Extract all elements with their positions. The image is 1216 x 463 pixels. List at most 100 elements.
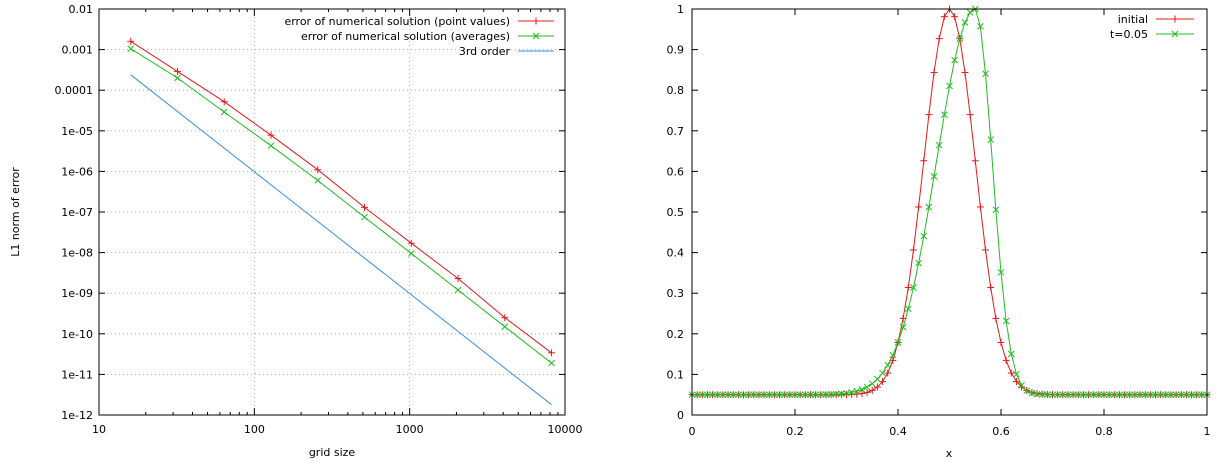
data-point	[1121, 391, 1128, 399]
data-point	[704, 391, 711, 399]
x-tick-label: 1000	[396, 423, 424, 436]
legend: error of numerical solution (point value…	[284, 15, 554, 58]
data-point	[966, 111, 974, 119]
data-point	[977, 22, 984, 30]
data-point	[961, 19, 969, 26]
data-point	[750, 391, 758, 399]
data-point	[930, 69, 938, 77]
data-point	[1116, 391, 1123, 399]
y-tick-label: 1e-08	[61, 247, 93, 260]
plot-frame	[98, 8, 566, 416]
legend-marker	[1171, 15, 1179, 23]
data-point	[910, 284, 917, 291]
data-point	[987, 136, 995, 143]
data-point	[987, 283, 995, 291]
series-line-2	[692, 8, 1207, 396]
data-point	[940, 13, 948, 21]
y-tick-label: 0.8	[667, 84, 685, 97]
series-layer	[688, 5, 1211, 399]
data-point	[1028, 389, 1036, 397]
legend: initial t=0.05	[1110, 13, 1194, 41]
data-point	[956, 35, 964, 43]
data-point	[1059, 391, 1067, 399]
data-point	[454, 275, 462, 283]
data-point	[946, 82, 953, 90]
y-tick-label: 0.01	[69, 3, 94, 16]
data-point	[1146, 391, 1154, 399]
chart-gridlines	[99, 9, 565, 415]
data-point	[925, 111, 933, 119]
legend-label: t=0.05	[1110, 28, 1148, 41]
data-point	[915, 203, 923, 211]
data-point	[1012, 378, 1020, 386]
data-point	[832, 390, 840, 398]
data-point	[971, 157, 979, 165]
data-point	[817, 391, 825, 398]
data-point	[1049, 391, 1056, 399]
data-point	[904, 283, 912, 291]
data-point	[698, 391, 706, 399]
data-point	[935, 141, 943, 149]
data-point	[501, 323, 509, 331]
data-point	[1105, 391, 1113, 399]
y-tick-label: 0.2	[667, 328, 685, 341]
data-point	[858, 386, 866, 393]
advection-profile-chart: 0 0.1 0.2 0.3 0.4 0.5 0.6 0.7 0.8 0.9 1 0 0.2 0.4 0.6 0…	[667, 3, 1211, 460]
plot-frame	[691, 8, 1208, 416]
data-point	[976, 203, 984, 211]
legend-label: 3rd order	[459, 45, 511, 58]
y-tick-label: 0.5	[667, 206, 685, 219]
x-tick-label: 0.4	[889, 425, 907, 438]
data-point	[873, 383, 881, 391]
data-point	[1043, 391, 1051, 399]
data-point	[915, 259, 922, 267]
data-point	[796, 391, 804, 399]
data-point	[889, 351, 897, 359]
data-point	[997, 339, 1005, 347]
data-point	[760, 391, 768, 399]
series-line-1	[692, 8, 1207, 396]
data-point	[1100, 391, 1108, 399]
data-point	[982, 70, 989, 78]
data-point	[220, 108, 228, 116]
data-point	[755, 391, 763, 399]
data-point	[1193, 391, 1201, 399]
data-point	[801, 391, 809, 399]
legend-marker	[1171, 30, 1179, 38]
data-point	[786, 391, 794, 399]
x-axis-label: x	[946, 447, 953, 460]
data-point	[745, 391, 753, 399]
data-point	[909, 246, 917, 254]
y-tick-label: 1e-11	[61, 368, 93, 381]
data-point	[267, 142, 275, 150]
data-point	[709, 391, 716, 399]
y-tick-label: 0.001	[62, 44, 94, 57]
data-point	[1007, 369, 1015, 377]
data-point	[714, 391, 722, 399]
y-tick-label: 1	[677, 3, 684, 16]
data-point	[781, 391, 789, 399]
data-point	[1074, 391, 1082, 399]
data-point	[899, 323, 907, 331]
data-point	[1018, 381, 1025, 389]
data-point	[127, 45, 135, 53]
data-point	[992, 206, 1000, 214]
y-tick-label: 1e-05	[61, 125, 93, 138]
x-tick-label: 100	[244, 423, 265, 436]
data-point	[812, 391, 819, 398]
data-point	[1141, 391, 1149, 399]
x-tick-label: 0.6	[992, 425, 1010, 438]
data-point	[1162, 391, 1170, 399]
data-point	[822, 391, 830, 398]
data-point	[966, 9, 974, 16]
data-point	[1131, 391, 1139, 399]
data-point	[740, 391, 747, 399]
data-point	[314, 177, 322, 184]
y-tick-label: 1e-07	[61, 206, 93, 219]
data-point	[1064, 391, 1072, 399]
data-point	[827, 390, 835, 398]
x-tick-label: 0.2	[786, 425, 804, 438]
data-point	[1002, 317, 1010, 325]
data-point	[314, 166, 322, 174]
